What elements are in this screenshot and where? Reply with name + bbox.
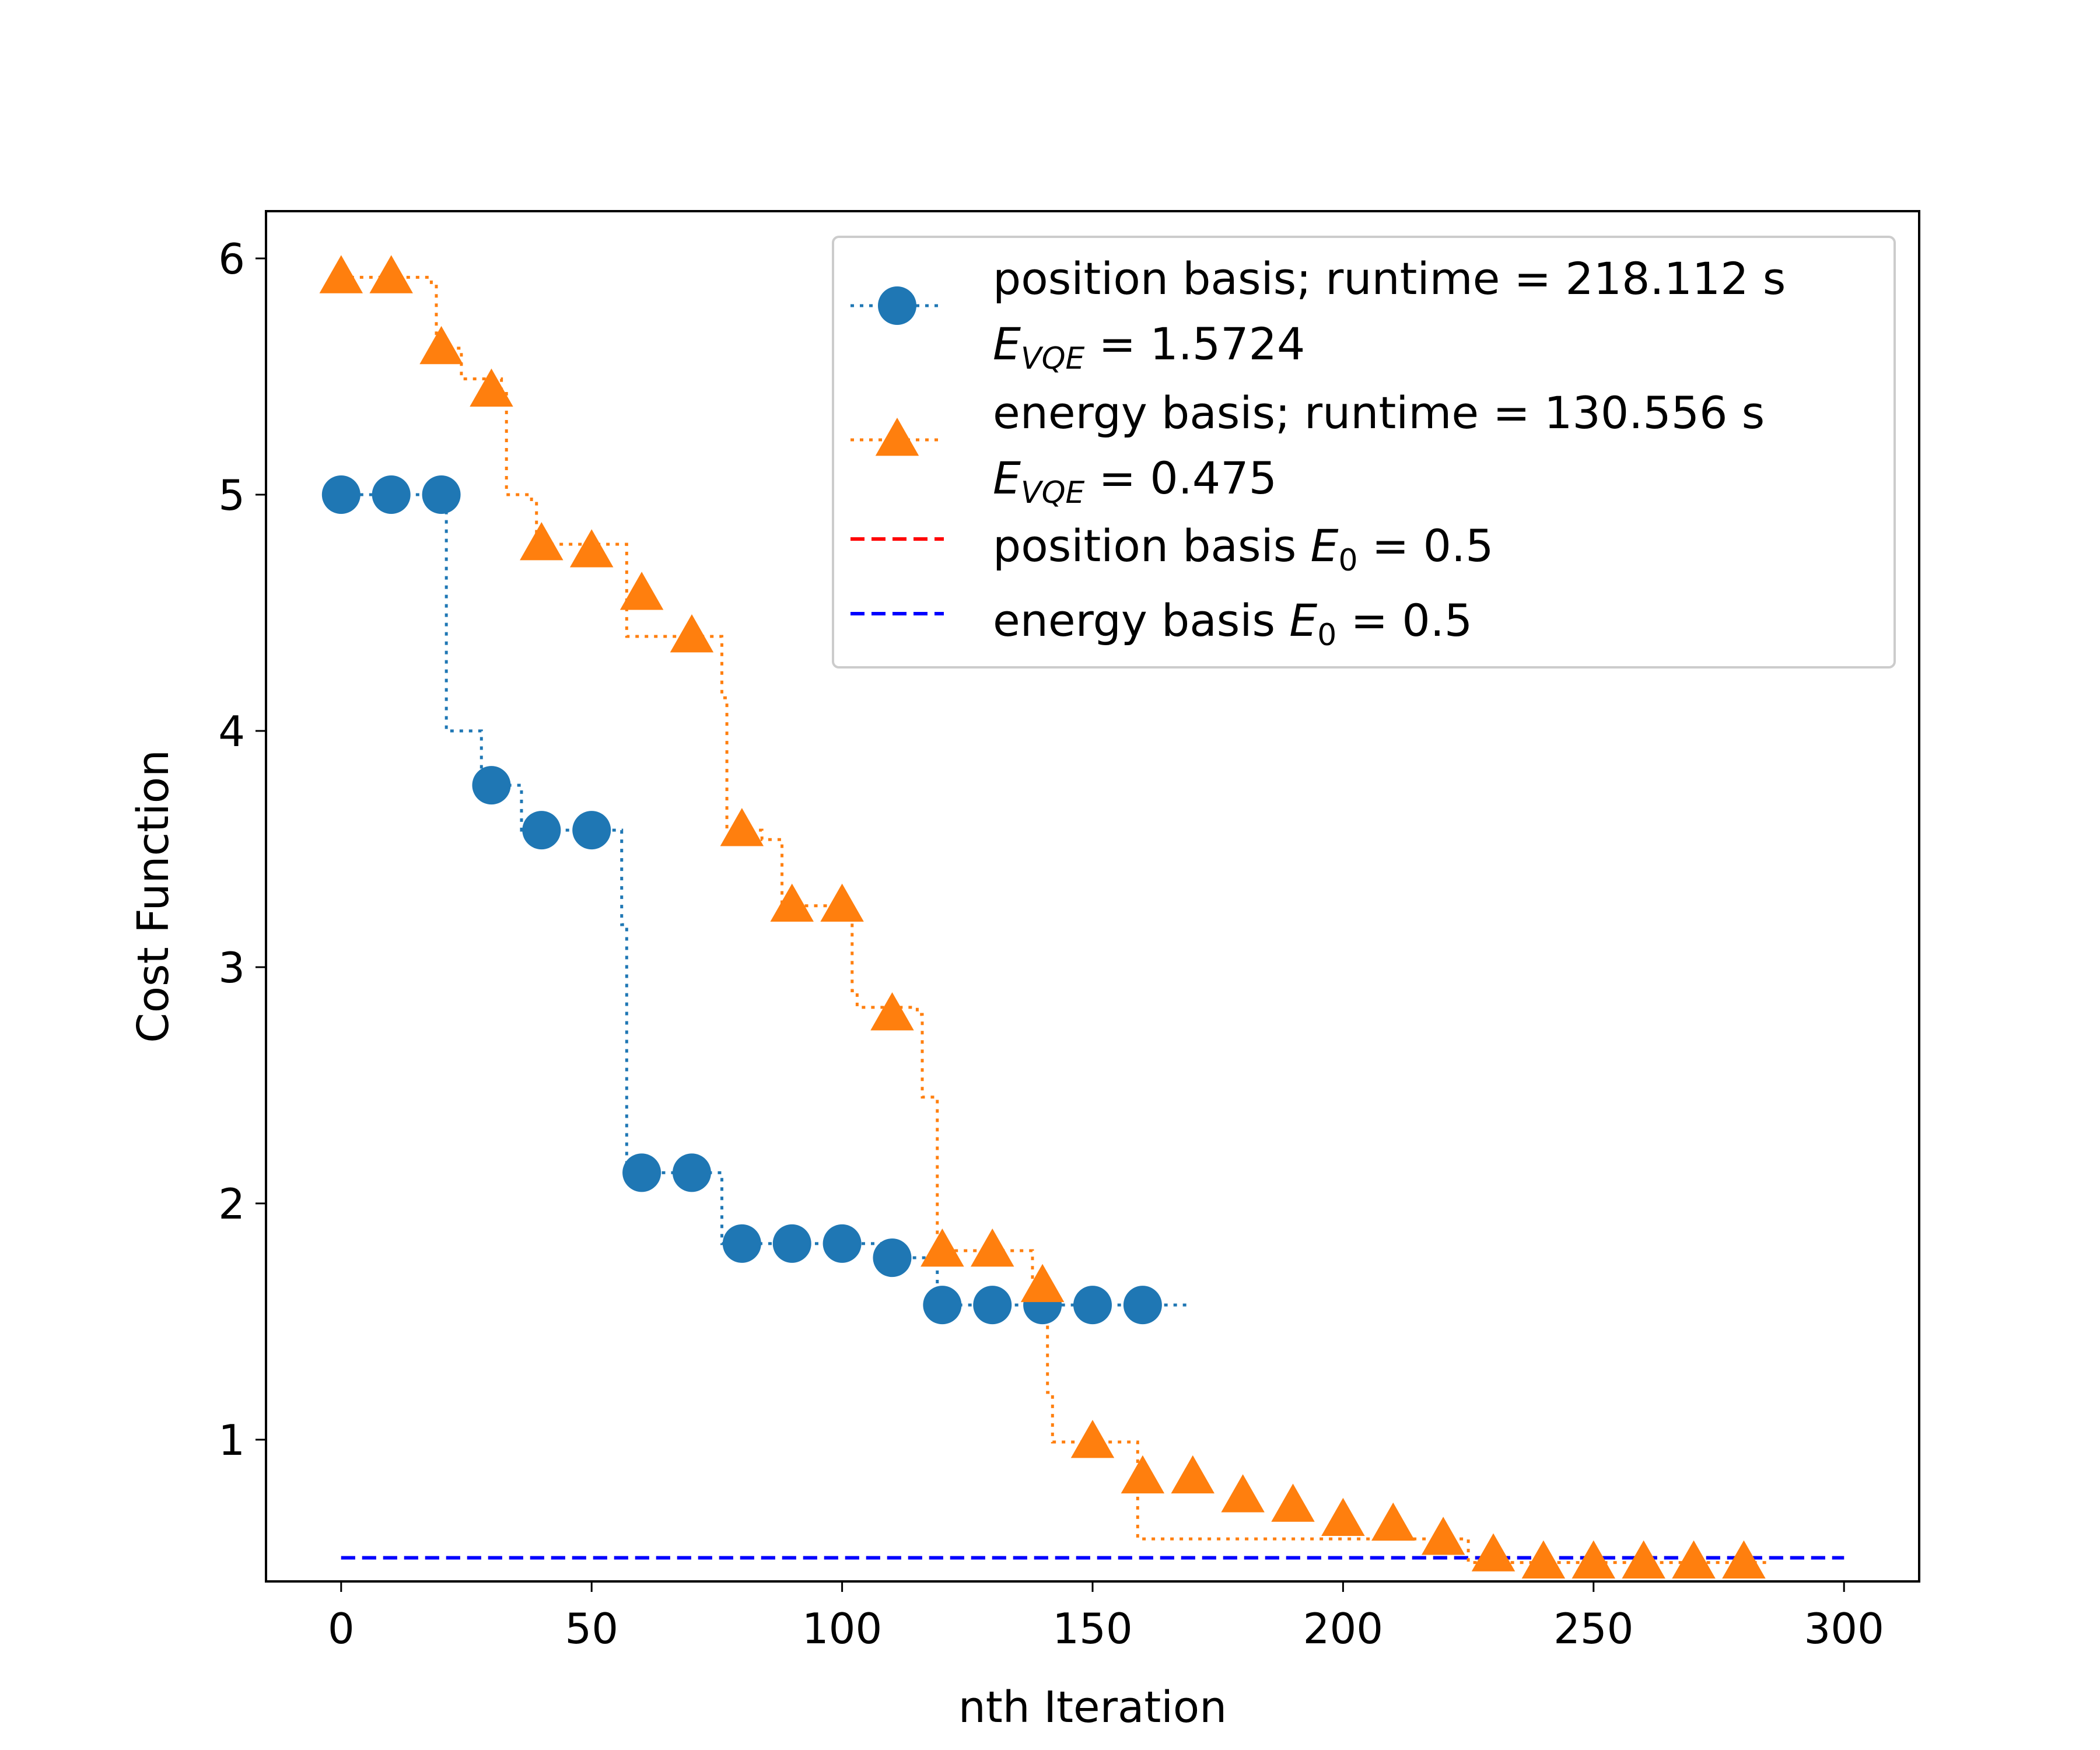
legend-label-space	[1275, 594, 1289, 646]
legend-label-name: energy basis; runtime = 130.556 s	[993, 387, 1765, 439]
series-0-point	[622, 1153, 662, 1192]
legend-sublabel-1: EVQE = 0.475	[993, 452, 1277, 510]
legend-sublabel-0: EVQE = 1.5724	[993, 318, 1305, 376]
series-0-point	[522, 811, 561, 850]
legend-math-prefix: E	[993, 318, 1021, 370]
axes-layer: 0 50 100 150 200 250 300 1 2 3 4 5 6	[218, 235, 1884, 1653]
series-0-point	[923, 1286, 962, 1325]
x-tick-label: 200	[1303, 1604, 1383, 1653]
series-1-point	[1371, 1502, 1415, 1541]
series-0-point	[472, 766, 511, 805]
series-1-point	[1271, 1483, 1315, 1522]
legend-math-sub: VQE	[1021, 475, 1085, 510]
legend-math-suffix: = 1.5724	[1084, 318, 1305, 370]
series-1-point	[1672, 1540, 1716, 1578]
x-tick-label: 50	[565, 1604, 618, 1653]
legend-label-2: position basis E0 = 0.5	[993, 520, 1493, 578]
series-0-point	[672, 1153, 711, 1192]
series-1-point	[1421, 1517, 1465, 1555]
series-0-point	[1073, 1286, 1112, 1325]
x-tick-label: 100	[802, 1604, 882, 1653]
legend-math-sub: 0	[1317, 618, 1336, 653]
series-1-point	[870, 992, 914, 1031]
legend-math-sub: VQE	[1021, 341, 1085, 376]
x-tick-label: 300	[1804, 1604, 1884, 1653]
x-tick-label: 0	[328, 1604, 355, 1653]
legend-math-sub: 0	[1339, 543, 1358, 578]
series-1-point	[820, 883, 864, 922]
series-1-point	[1121, 1455, 1165, 1494]
series-1-point	[770, 883, 814, 922]
series-1-point	[569, 529, 614, 568]
series-1-point	[419, 326, 463, 365]
series-0-point	[422, 475, 461, 514]
y-tick-label: 5	[218, 471, 245, 520]
series-1-point	[1521, 1540, 1566, 1578]
legend-math-prefix: E	[993, 452, 1021, 504]
legend-label-name: position basis	[993, 520, 1296, 572]
series-0-point	[973, 1286, 1012, 1325]
y-tick-label: 1	[218, 1416, 245, 1465]
series-0-point	[572, 811, 611, 850]
x-tick-label: 250	[1553, 1604, 1633, 1653]
series-1-point	[620, 572, 664, 610]
x-axis-label: nth Iteration	[958, 1682, 1227, 1732]
series-0-point	[873, 1238, 912, 1278]
x-tick-label: 150	[1052, 1604, 1132, 1653]
legend-label-space	[1296, 520, 1310, 572]
legend-handle-marker-0	[878, 286, 916, 325]
series-0-point	[321, 475, 360, 514]
series-1-point	[319, 255, 363, 293]
series-0-point	[1123, 1286, 1162, 1325]
legend-math-suffix: = 0.5	[1336, 594, 1472, 646]
series-1-point	[1572, 1540, 1616, 1578]
legend-math-suffix: = 0.5	[1358, 520, 1494, 572]
series-1-point	[1070, 1420, 1115, 1458]
series-0-point	[822, 1224, 862, 1263]
legend-label-name: energy basis	[993, 594, 1275, 646]
y-tick-label: 6	[218, 235, 245, 284]
series-0-point	[372, 475, 411, 514]
series-0-markers	[321, 475, 1162, 1325]
series-1-point	[369, 255, 413, 293]
legend-label-0: position basis; runtime = 218.112 s	[993, 253, 1786, 304]
series-1-point	[470, 368, 513, 407]
legend-label-name: position basis; runtime = 218.112 s	[993, 253, 1786, 304]
series-1-point	[971, 1228, 1014, 1267]
series-0-point	[772, 1224, 811, 1263]
legend-handle-marker-1	[875, 418, 919, 456]
legend: position basis; runtime = 218.112 s EVQE …	[832, 236, 1896, 668]
legend-label-3: energy basis E0 = 0.5	[993, 594, 1472, 653]
y-axis-label: Cost Function	[128, 750, 178, 1043]
legend-math-prefix: E	[1289, 594, 1317, 646]
y-tick-label: 3	[218, 943, 245, 992]
series-1-point	[1020, 1264, 1065, 1303]
series-1-point	[520, 522, 564, 561]
series-1-point	[720, 808, 764, 846]
series-0-point	[722, 1224, 761, 1263]
series-1-point	[1722, 1540, 1766, 1578]
series-1-point	[1321, 1497, 1365, 1536]
series-1-point	[1471, 1533, 1516, 1572]
series-1-point	[670, 614, 714, 653]
series-1-point	[921, 1228, 964, 1267]
series-1-point	[1171, 1455, 1214, 1494]
series-1-markers	[319, 255, 1766, 1578]
y-tick-label: 4	[218, 707, 245, 756]
series-1-point	[1622, 1540, 1665, 1578]
legend-math-prefix: E	[1310, 520, 1338, 572]
series-layer	[319, 255, 1845, 1578]
legend-box	[832, 236, 1896, 668]
legend-math-suffix: = 0.475	[1084, 452, 1277, 504]
series-1-point	[1221, 1474, 1265, 1513]
y-tick-label: 2	[218, 1180, 245, 1228]
legend-label-1: energy basis; runtime = 130.556 s	[993, 387, 1765, 439]
